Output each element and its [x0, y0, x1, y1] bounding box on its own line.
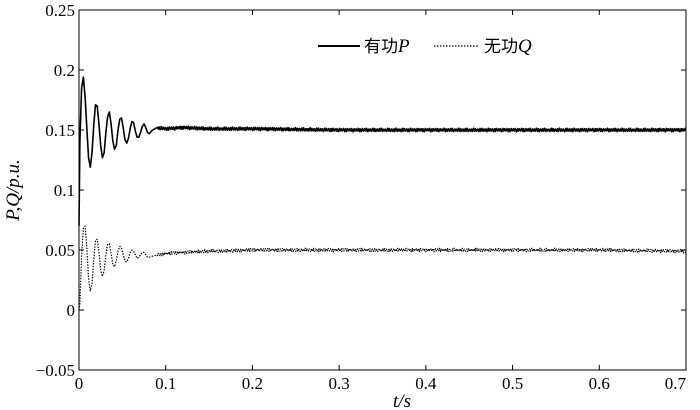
x-tick-label: 0 [75, 374, 84, 393]
x-tick-label: 0.6 [589, 374, 610, 393]
x-tick-label: 0.3 [329, 374, 350, 393]
plot-frame [78, 9, 687, 371]
y-tick-label: 0.25 [45, 1, 75, 20]
x-axis: 0 0.1 0.2 0.3 0.4 0.5 0.6 0.7 [75, 10, 687, 393]
y-axis-label: P,Q/p.u. [3, 159, 24, 221]
y-tick-label: 0.2 [54, 61, 75, 80]
x-tick-label: 0.2 [242, 374, 263, 393]
series-line-p [78, 76, 687, 227]
y-tick-label: −0.05 [36, 361, 75, 380]
x-tick-label: 0.5 [502, 374, 523, 393]
y-tick-label: 0.05 [45, 241, 75, 260]
x-tick-label: 0.1 [155, 374, 176, 393]
y-tick-label: 0.15 [45, 121, 75, 140]
legend-label-p: 有功P [364, 36, 410, 57]
y-tick-label: 0 [67, 301, 76, 320]
x-tick-label: 0.4 [415, 374, 437, 393]
legend-label-q: 无功Q [484, 36, 532, 57]
plot-area [78, 76, 687, 311]
series-line-q [78, 225, 687, 311]
x-tick-label: 0.7 [665, 374, 687, 393]
y-tick-label: 0.1 [54, 181, 75, 200]
y-axis: −0.05 0 0.05 0.1 0.15 0.2 0.25 [36, 1, 686, 380]
x-axis-label: t/s [393, 391, 411, 410]
legend: 有功P 无功Q [318, 36, 532, 57]
